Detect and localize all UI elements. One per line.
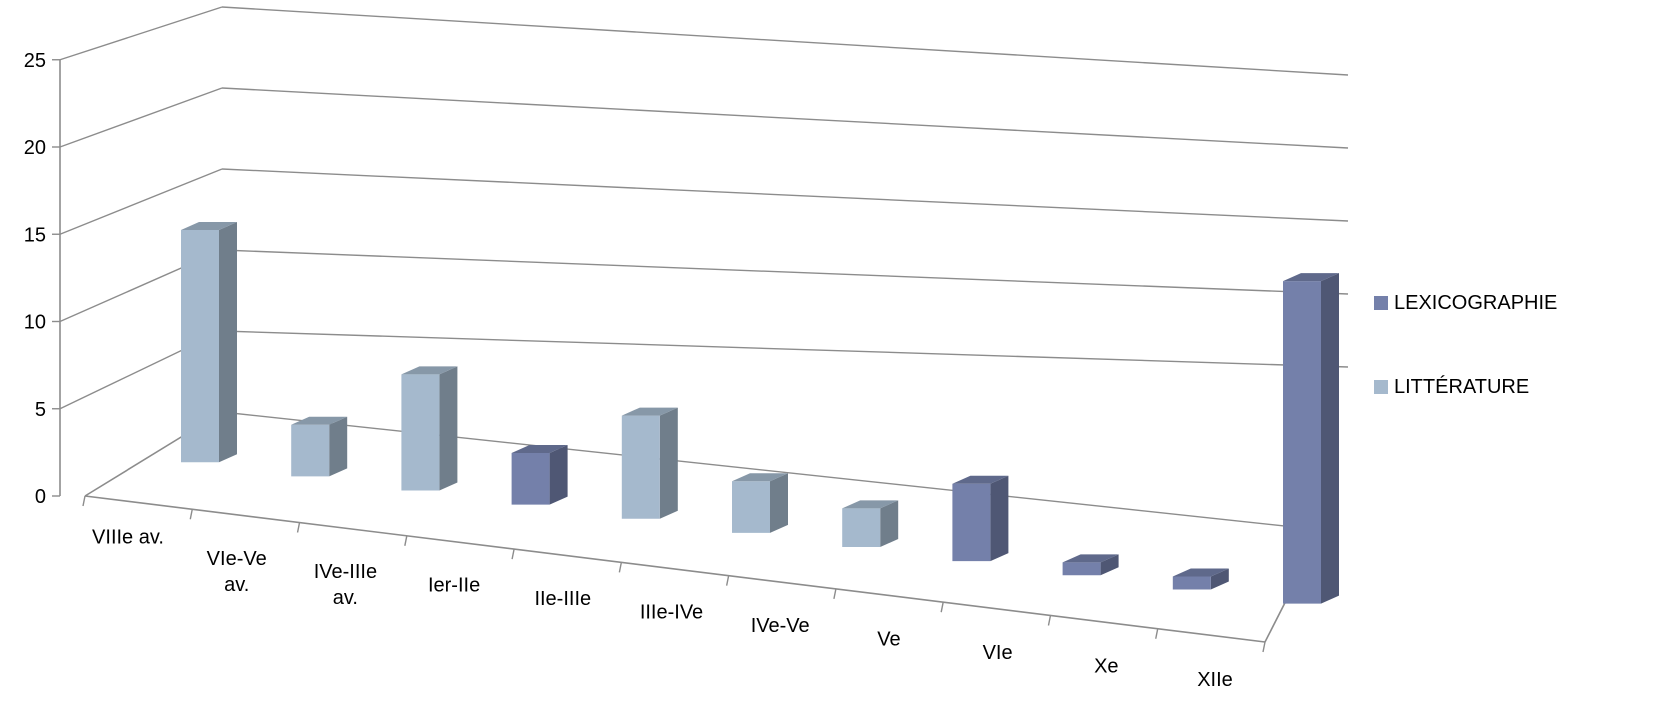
x-tick-mark — [511, 548, 515, 560]
x-tick-mark — [404, 535, 408, 546]
x-tick-label: Ve — [877, 628, 900, 650]
bar-side — [1100, 554, 1119, 576]
bar-side — [329, 416, 348, 477]
legend-label: LITTÉRATURE — [1394, 375, 1529, 398]
bar-front — [732, 481, 770, 533]
x-tick-mark — [1155, 628, 1159, 639]
x-tick-label: VIe-Ve — [207, 548, 267, 570]
gridline-side — [59, 168, 223, 235]
x-tick-mark — [940, 602, 944, 613]
bar-front — [511, 453, 550, 505]
bar-lexicographie — [511, 445, 568, 505]
legend: LEXICOGRAPHIE LITTÉRATURE — [1374, 292, 1557, 398]
bar-front — [291, 424, 330, 477]
bar-front — [1283, 281, 1321, 604]
bar-side — [219, 222, 237, 463]
bar-side — [659, 407, 678, 519]
gridline-back — [221, 6, 1349, 76]
bar-lexicographie — [1283, 273, 1339, 604]
gridline-back — [221, 249, 1349, 295]
bar-top — [1062, 554, 1119, 563]
bars — [181, 222, 1339, 604]
x-tick-mark — [189, 509, 193, 520]
gridline-back — [221, 87, 1349, 149]
bar-lexicographie — [1062, 554, 1119, 576]
x-tick-label: XIIe — [1197, 669, 1233, 691]
bar-top — [401, 366, 458, 375]
bar-side — [549, 445, 568, 505]
x-tick-label: IIe-IIIe — [534, 588, 591, 610]
bar-top — [1283, 273, 1339, 282]
x-tick-mark — [82, 495, 86, 507]
bar-littérature — [842, 500, 899, 548]
bar-front — [952, 483, 991, 562]
bar-top — [952, 475, 1009, 484]
bar-front — [401, 374, 440, 491]
x-tick-mark — [833, 588, 837, 600]
y-tick-label: 0 — [35, 486, 46, 508]
y-tick-label: 5 — [35, 399, 46, 421]
x-tick-label: Ier-IIe — [428, 575, 480, 597]
x-tick-label: IVe-Ve — [751, 615, 810, 637]
y-tick-label: 15 — [24, 224, 46, 246]
x-tick-mark — [618, 562, 623, 573]
x-tick-label: IVe-IIIe — [314, 561, 377, 583]
bar-top — [1172, 568, 1229, 577]
bar-top — [842, 500, 899, 509]
legend-swatch — [1374, 296, 1388, 310]
gridline-side — [59, 87, 223, 148]
x-tick-mark — [725, 575, 730, 586]
bar-side — [770, 473, 788, 533]
x-tick-label: VIe — [983, 642, 1013, 664]
bar-side — [1210, 568, 1229, 590]
y-tick-label: 10 — [24, 312, 46, 334]
gridlines — [59, 6, 1349, 410]
gridline-back — [221, 168, 1349, 222]
bar-front — [181, 230, 219, 463]
bar-littérature — [621, 407, 678, 519]
bar-front — [1172, 576, 1211, 590]
bar-lexicographie — [952, 475, 1009, 562]
bar-littérature — [401, 366, 458, 491]
x-axis-labels: VIIIe av. VIe-Ve av. IVe-IIIe av. Ier-IIe IIe-… — [82, 495, 1266, 691]
bar-front — [621, 415, 660, 519]
bar-top — [181, 222, 237, 231]
bar-lexicographie — [1172, 568, 1229, 590]
y-axis-ticks: 0 5 10 15 20 25 — [24, 50, 60, 508]
gridline-side — [59, 6, 223, 61]
legend-label: LEXICOGRAPHIE — [1394, 292, 1557, 314]
x-tick-label: av. — [333, 587, 358, 609]
bar-top — [511, 445, 568, 454]
x-axis-line — [84, 495, 1266, 643]
bar-front — [842, 508, 881, 548]
x-tick-label: VIIIe av. — [92, 526, 164, 548]
x-tick-label: Xe — [1094, 655, 1118, 677]
bar-front — [1062, 562, 1101, 576]
x-tick-mark — [1047, 615, 1052, 626]
y-tick-label: 25 — [24, 50, 46, 72]
x-tick-mark — [1262, 641, 1266, 653]
bar-top — [621, 407, 678, 416]
x-tick-label: av. — [224, 574, 249, 596]
x-tick-mark — [296, 522, 301, 533]
bar-top — [732, 473, 788, 482]
bar-littérature — [181, 222, 237, 463]
gridline-back — [221, 330, 1349, 368]
bar-littérature — [732, 473, 788, 533]
bar-side — [1321, 273, 1339, 604]
bar-side — [439, 366, 458, 491]
x-tick-label: IIIe-IVe — [640, 602, 703, 624]
bar-side — [990, 475, 1009, 562]
legend-swatch — [1374, 380, 1388, 394]
y-tick-label: 20 — [24, 137, 46, 159]
bar-side — [880, 500, 899, 548]
bar-littérature — [291, 416, 348, 477]
bar-top — [291, 416, 348, 425]
